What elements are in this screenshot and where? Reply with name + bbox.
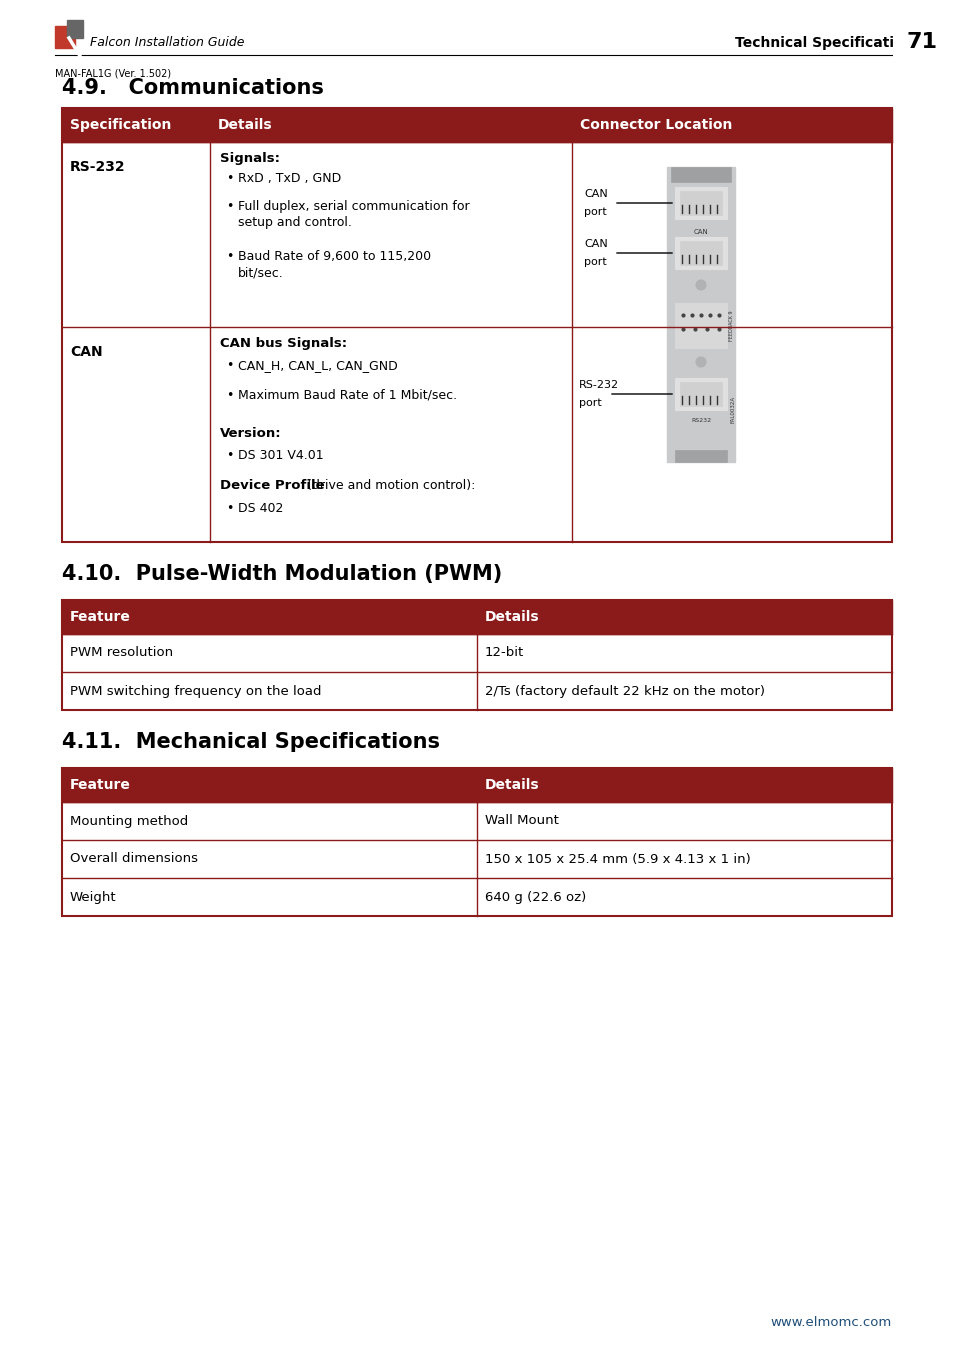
Text: port: port [578,398,601,408]
Bar [67,20,83,38]
Circle shape [696,279,705,290]
Bar [62,672,891,710]
Bar [62,802,891,840]
Text: (drive and motion control):: (drive and motion control): [303,479,475,491]
Bar [62,108,891,142]
Text: Full duplex, serial communication for: Full duplex, serial communication for [237,200,469,213]
Text: CAN: CAN [70,346,103,359]
Text: RS232: RS232 [690,418,710,423]
Text: Falcon Installation Guide: Falcon Installation Guide [90,36,244,50]
Text: CAN: CAN [583,189,607,198]
Text: •: • [226,171,233,185]
Circle shape [696,356,705,367]
Text: Wall Mount: Wall Mount [484,814,558,828]
Bar [62,768,891,917]
Bar [62,599,891,710]
Text: FAL0032A: FAL0032A [730,396,735,423]
Text: Feature: Feature [70,778,131,792]
Bar [675,378,726,410]
Text: Weight: Weight [70,891,116,903]
Text: FEEDBACK 9: FEEDBACK 9 [729,310,734,340]
Text: Baud Rate of 9,600 to 115,200: Baud Rate of 9,600 to 115,200 [237,250,431,263]
Bar [62,599,891,634]
Text: bit/sec.: bit/sec. [237,266,283,279]
Text: 150 x 105 x 25.4 mm (5.9 x 4.13 x 1 in): 150 x 105 x 25.4 mm (5.9 x 4.13 x 1 in) [484,852,750,865]
Bar [670,167,730,182]
Text: 4.10.  Pulse-Width Modulation (PWM): 4.10. Pulse-Width Modulation (PWM) [62,564,501,585]
Text: •: • [226,502,233,514]
Text: RS-232: RS-232 [70,161,126,174]
Text: 12-bit: 12-bit [484,647,524,660]
Text: MAN-FAL1G (Ver. 1.502): MAN-FAL1G (Ver. 1.502) [55,68,171,78]
Bar [62,634,891,672]
Text: 640 g (22.6 oz): 640 g (22.6 oz) [484,891,586,903]
Text: Signals:: Signals: [220,153,280,165]
Text: DS 402: DS 402 [237,502,283,514]
Bar [675,302,726,348]
Text: 71: 71 [905,32,937,53]
Bar [62,108,891,541]
Bar [679,190,721,215]
Bar [62,327,891,541]
Bar [893,15,949,70]
Text: PWM resolution: PWM resolution [70,647,172,660]
Text: www.elmomc.com: www.elmomc.com [770,1315,891,1328]
Text: Specification: Specification [70,117,172,132]
Text: CAN: CAN [693,230,708,235]
Bar [62,878,891,917]
Text: RxD , TxD , GND: RxD , TxD , GND [237,171,341,185]
Bar [62,768,891,802]
Text: Feature: Feature [70,610,131,624]
Bar [666,167,734,462]
Text: •: • [226,250,233,263]
Text: Device Profile: Device Profile [220,479,324,491]
Text: port: port [583,207,606,217]
Text: Details: Details [218,117,273,132]
Text: Maximum Baud Rate of 1 Mbit/sec.: Maximum Baud Rate of 1 Mbit/sec. [237,389,456,402]
Text: port: port [583,256,606,267]
Text: RS-232: RS-232 [578,379,618,390]
Bar [62,142,891,327]
Text: Version:: Version: [220,427,281,440]
Text: 4.9.   Communications: 4.9. Communications [62,78,323,99]
Text: CAN bus Signals:: CAN bus Signals: [220,338,347,350]
Bar [62,840,891,878]
Text: Connector Location: Connector Location [579,117,732,132]
Bar [675,238,726,269]
Text: Mounting method: Mounting method [70,814,188,828]
Bar [55,26,75,49]
Text: 2/Ts (factory default 22 kHz on the motor): 2/Ts (factory default 22 kHz on the moto… [484,684,764,698]
Bar [675,188,726,219]
Text: •: • [226,389,233,402]
Text: PWM switching frequency on the load: PWM switching frequency on the load [70,684,321,698]
Text: setup and control.: setup and control. [237,216,352,230]
Bar [679,242,721,265]
Text: Overall dimensions: Overall dimensions [70,852,198,865]
Text: Technical Specifications: Technical Specifications [734,36,921,50]
Text: CAN_H, CAN_L, CAN_GND: CAN_H, CAN_L, CAN_GND [237,359,397,373]
Bar [675,450,726,462]
Text: •: • [226,200,233,213]
Text: DS 301 V4.01: DS 301 V4.01 [237,450,323,462]
Text: CAN: CAN [583,239,607,248]
Text: •: • [226,359,233,373]
Text: 4.11.  Mechanical Specifications: 4.11. Mechanical Specifications [62,732,439,752]
Bar [679,382,721,406]
Text: Details: Details [484,778,539,792]
Text: •: • [226,450,233,462]
Text: Details: Details [484,610,539,624]
